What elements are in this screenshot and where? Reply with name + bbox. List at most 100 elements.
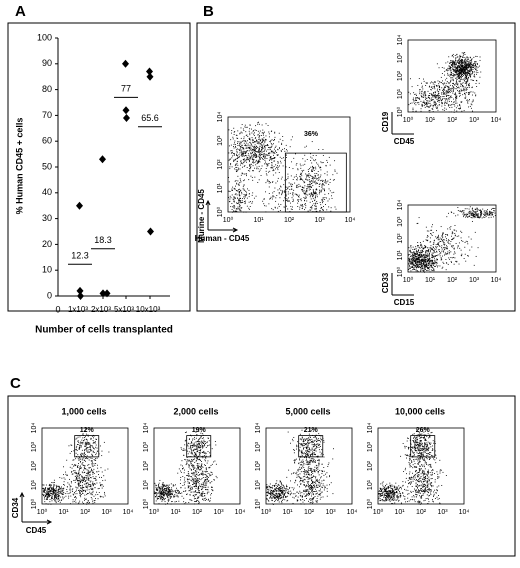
event-dot	[75, 476, 76, 477]
event-dot	[415, 99, 416, 100]
event-dot	[188, 502, 189, 503]
event-dot	[80, 480, 81, 481]
event-dot	[469, 92, 470, 93]
event-dot	[205, 477, 206, 478]
event-dot	[287, 174, 288, 175]
event-dot	[76, 449, 77, 450]
event-dot	[78, 470, 79, 471]
event-dot	[469, 87, 470, 88]
event-dot	[337, 173, 338, 174]
event-dot	[197, 478, 198, 479]
event-dot	[191, 470, 192, 471]
event-dot	[236, 163, 237, 164]
event-dot	[212, 487, 213, 488]
event-dot	[200, 469, 201, 470]
event-dot	[472, 58, 473, 59]
event-dot	[425, 95, 426, 96]
event-dot	[195, 478, 196, 479]
event-dot	[228, 191, 229, 192]
event-dot	[427, 237, 428, 238]
event-dot	[232, 209, 233, 210]
event-dot	[82, 488, 83, 489]
event-dot	[412, 254, 413, 255]
event-dot	[456, 81, 457, 82]
event-dot	[196, 454, 197, 455]
event-dot	[290, 146, 291, 147]
event-dot	[471, 104, 472, 105]
event-dot	[462, 241, 463, 242]
y-axis-label: % Human CD45 + cells	[14, 118, 24, 215]
event-dot	[280, 210, 281, 211]
event-dot	[306, 194, 307, 195]
y-tick-label: 10⁰	[30, 499, 38, 510]
event-dot	[440, 96, 441, 97]
event-dot	[188, 446, 189, 447]
event-dot	[255, 129, 256, 130]
event-dot	[474, 214, 475, 215]
event-dot	[181, 449, 182, 450]
event-dot	[435, 82, 436, 83]
event-dot	[196, 500, 197, 501]
event-dot	[441, 245, 442, 246]
event-dot	[451, 262, 452, 263]
event-dot	[443, 250, 444, 251]
event-dot	[44, 497, 45, 498]
event-dot	[182, 468, 183, 469]
y-tick-label: 10³	[397, 52, 404, 63]
event-dot	[238, 184, 239, 185]
event-dot	[412, 262, 413, 263]
event-dot	[321, 191, 322, 192]
event-dot	[424, 259, 425, 260]
event-dot	[459, 66, 460, 67]
event-dot	[451, 261, 452, 262]
event-dot	[427, 240, 428, 241]
event-dot	[429, 101, 430, 102]
event-dot	[209, 475, 210, 476]
event-dot	[433, 262, 434, 263]
event-dot	[474, 265, 475, 266]
event-dot	[410, 78, 411, 79]
event-dot	[180, 487, 181, 488]
event-dot	[64, 497, 65, 498]
event-dot	[450, 62, 451, 63]
event-dot	[201, 486, 202, 487]
event-dot	[83, 458, 84, 459]
event-dot	[314, 175, 315, 176]
event-dot	[202, 493, 203, 494]
event-dot	[305, 173, 306, 174]
event-dot	[214, 461, 215, 462]
event-dot	[256, 140, 257, 141]
event-dot	[241, 138, 242, 139]
event-dot	[275, 168, 276, 169]
event-dot	[87, 452, 88, 453]
event-dot	[272, 167, 273, 168]
event-dot	[472, 80, 473, 81]
event-dot	[273, 143, 274, 144]
event-dot	[188, 453, 189, 454]
event-dot	[257, 124, 258, 125]
event-dot	[228, 177, 229, 178]
event-dot	[284, 151, 285, 152]
event-dot	[334, 179, 335, 180]
event-dot	[491, 209, 492, 210]
event-dot	[414, 257, 415, 258]
event-dot	[466, 60, 467, 61]
event-dot	[269, 181, 270, 182]
event-dot	[319, 177, 320, 178]
event-dot	[83, 478, 84, 479]
event-dot	[47, 489, 48, 490]
event-dot	[195, 471, 196, 472]
event-dot	[189, 467, 190, 468]
event-dot	[455, 99, 456, 100]
event-dot	[79, 458, 80, 459]
event-dot	[195, 486, 196, 487]
event-dot	[472, 208, 473, 209]
event-dot	[461, 89, 462, 90]
event-dot	[315, 181, 316, 182]
event-dot	[456, 103, 457, 104]
event-dot	[413, 253, 414, 254]
event-dot	[423, 241, 424, 242]
event-dot	[240, 165, 241, 166]
event-dot	[409, 266, 410, 267]
event-dot	[93, 491, 94, 492]
